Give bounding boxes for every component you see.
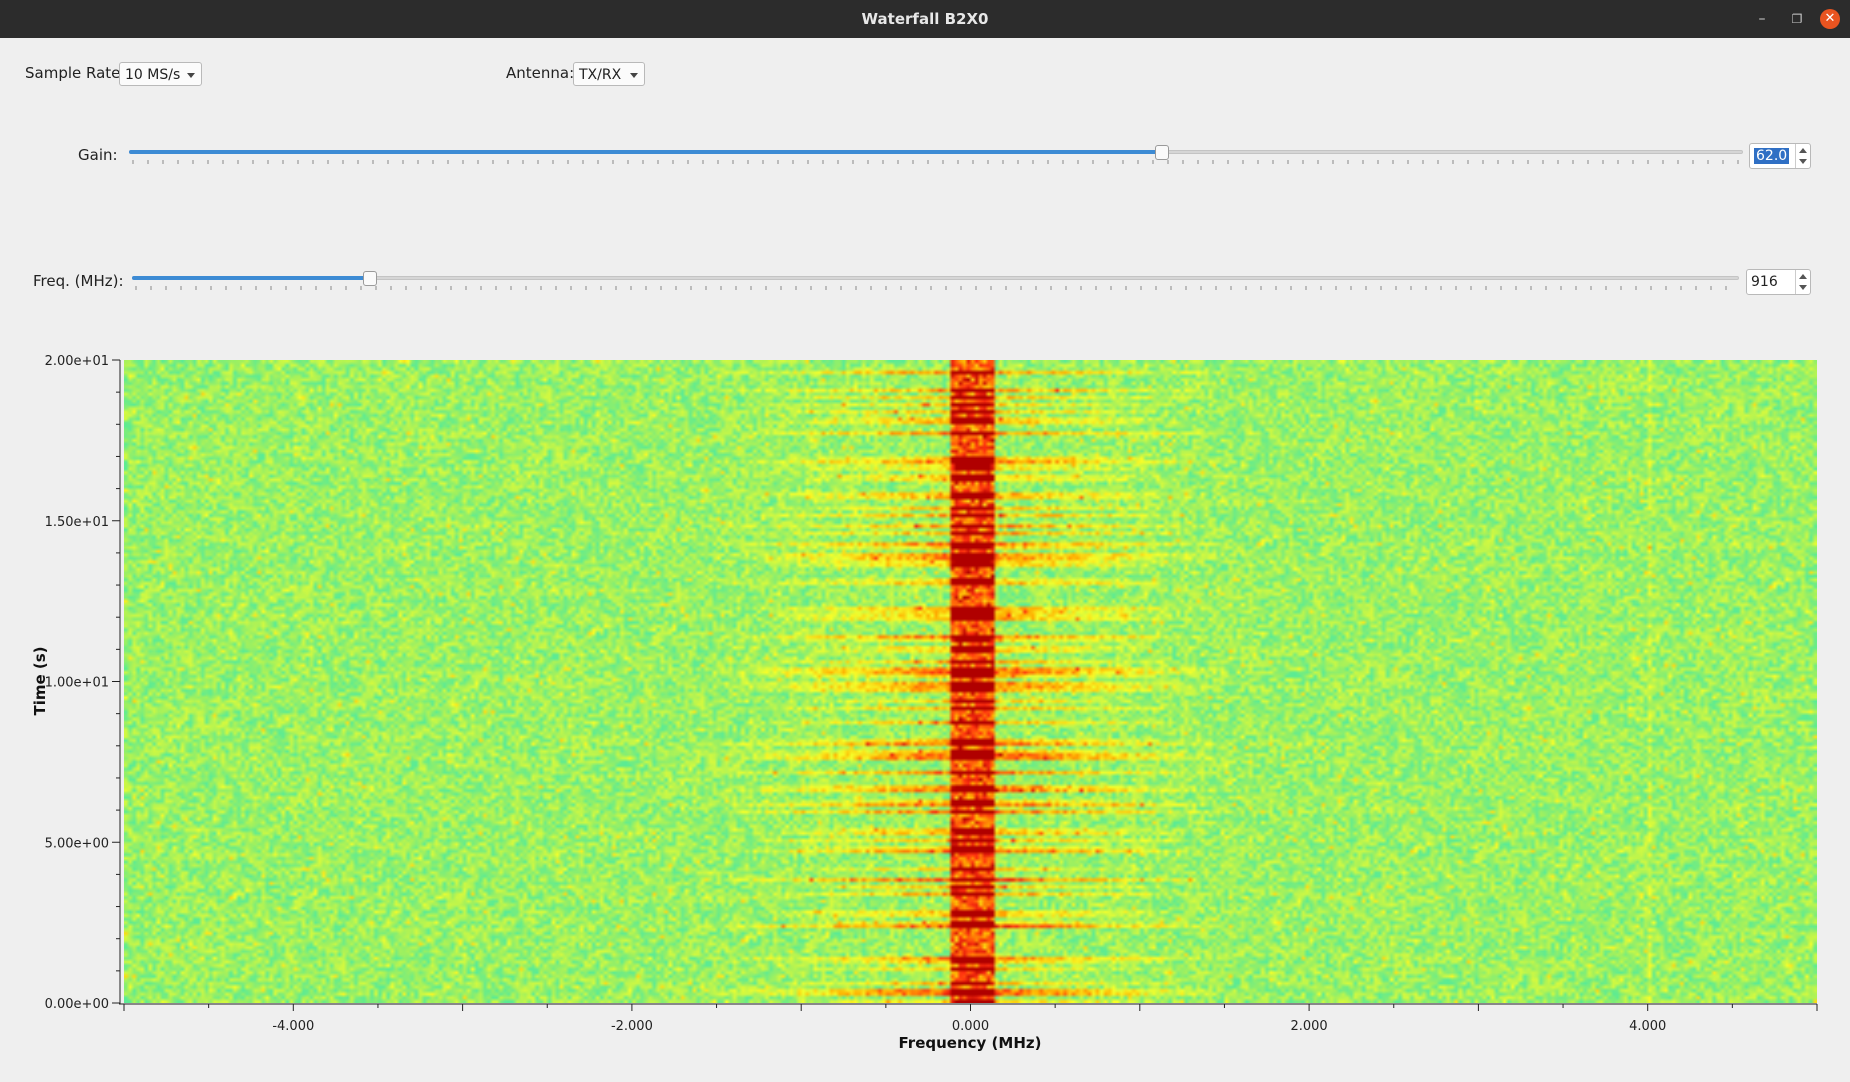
y-tick-label: 1.50e+01 [45,515,109,530]
gain-spin-arrows[interactable] [1795,144,1810,168]
sample-rate-value: 10 MS/s [125,67,181,83]
plot-axes: -4.000 -2.000 0.000 2.000 4.000 0.00e+00 5.00e… [45,354,1818,1034]
gain-slider[interactable] [129,145,1743,168]
window-title: Waterfall B2X0 [861,10,989,28]
gain-slider-fill [129,150,1162,154]
freq-label: Freq. (MHz): [33,272,124,290]
gain-spinbox[interactable]: 62.0 [1749,143,1811,169]
antenna-value: TX/RX [579,67,622,83]
restore-icon[interactable]: ❐ [1791,12,1803,26]
chevron-down-icon [630,73,638,78]
freq-value[interactable]: 916 [1751,274,1778,290]
spin-down-icon[interactable] [1799,285,1807,290]
x-tick-label: 4.000 [1629,1019,1666,1034]
y-tick-label: 0.00e+00 [45,997,109,1012]
gain-slider-handle[interactable] [1154,145,1169,160]
sample-rate-dropdown[interactable]: 10 MS/s [119,62,202,86]
gain-label: Gain: [78,146,118,164]
title-bar[interactable]: Waterfall B2X0 – ❐ ✕ [0,0,1850,38]
x-tick-label: 0.000 [952,1019,989,1034]
x-tick-label: 2.000 [1290,1019,1327,1034]
gain-value[interactable]: 62.0 [1754,148,1790,164]
chevron-down-icon [187,73,195,78]
waterfall-heatmap [124,360,1817,1003]
y-tick-label: 5.00e+00 [45,836,109,851]
x-tick-label: -4.000 [272,1019,314,1034]
freq-slider[interactable] [132,271,1739,294]
freq-spin-arrows[interactable] [1795,270,1810,294]
spin-up-icon[interactable] [1799,148,1807,153]
x-axis-title: Frequency (MHz) [899,1034,1042,1052]
freq-spinbox[interactable]: 916 [1746,269,1811,295]
freq-slider-ticks [135,286,1727,290]
spin-up-icon[interactable] [1799,274,1807,279]
antenna-label: Antenna: [506,64,575,82]
close-icon[interactable]: ✕ [1820,9,1840,29]
sample-rate-label: Sample Rate: [25,64,126,82]
freq-slider-handle[interactable] [362,271,377,286]
y-tick-label: 1.00e+01 [45,676,109,691]
spin-down-icon[interactable] [1799,159,1807,164]
y-tick-label: 2.00e+01 [45,354,109,369]
minimize-icon[interactable]: – [1758,11,1766,27]
gain-slider-ticks [132,160,1739,164]
x-tick-label: -2.000 [611,1019,653,1034]
y-axis-title: Time (s) [31,646,49,715]
antenna-dropdown[interactable]: TX/RX [573,62,645,86]
freq-slider-fill [132,276,370,280]
